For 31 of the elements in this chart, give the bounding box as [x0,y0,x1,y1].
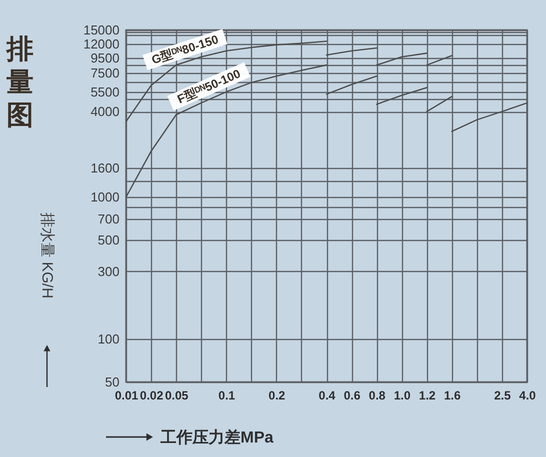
x-tick-label: 2.5 [494,388,512,402]
x-tick-label: 0.05 [164,388,189,402]
y-tick-label: 500 [98,232,120,248]
y-tick-label: 9500 [90,50,120,66]
y-tick-label: 1000 [90,190,120,205]
x-tick-label: 0.01 [114,388,138,402]
y-tick-label: 12000 [83,36,120,52]
text: 排量图 [6,34,34,130]
line-series [451,102,527,132]
y-tick-label: 7500 [90,65,120,80]
y-tick-label: 1600 [90,160,120,176]
y-tick-label: 4000 [90,104,120,120]
x-tick-label: 4.0 [519,388,536,402]
y-tick-label: 700 [98,212,120,227]
x-tick-label: 0.02 [140,388,164,402]
x-tick-label: 0.6 [344,388,361,402]
x-tick-label: 0.8 [368,388,386,402]
x-tick-label: 1.0 [394,388,411,402]
y-axis-title: 排水量 KG/H [38,212,56,298]
x-axis-title: 工作压力差MPa [160,428,274,446]
y-tick-label: 5500 [90,84,120,100]
y-tick-label: 15000 [83,22,120,38]
x-tick-label: 1.6 [444,388,461,402]
x-tick-label: 0.1 [218,388,236,402]
x-tick-label: 0.2 [268,388,286,402]
y-tick-label: 300 [98,264,120,279]
y-tick-label: 50 [105,374,120,390]
line-series [126,64,328,198]
x-tick-label: 1.2 [418,388,436,402]
y-tick-label: 100 [98,332,120,347]
x-tick-label: 0.4 [318,388,336,402]
